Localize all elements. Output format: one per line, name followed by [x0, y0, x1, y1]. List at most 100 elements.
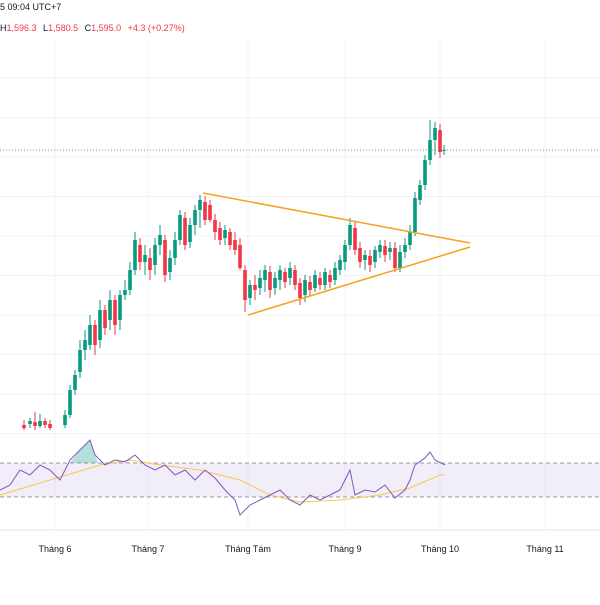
candle-body	[388, 248, 392, 252]
candle-body	[178, 215, 182, 240]
time-label: Tháng 9	[328, 544, 361, 554]
candle-body	[358, 248, 362, 262]
ohlc-key: C	[85, 23, 92, 33]
candle-body	[383, 246, 387, 255]
candle-body	[293, 270, 297, 285]
candle-body	[348, 225, 352, 245]
candle-body	[68, 390, 72, 415]
rsi-overbought-fill	[70, 440, 98, 463]
candle-body	[318, 278, 322, 285]
candle-body	[298, 283, 302, 298]
candle-body	[143, 255, 147, 262]
candle-body	[213, 220, 217, 232]
candle-body	[168, 258, 172, 272]
candle-body	[438, 130, 442, 152]
candle-body	[83, 340, 87, 350]
candle-body	[138, 245, 142, 262]
candle-body	[442, 150, 446, 151]
candle-body	[28, 421, 32, 424]
candle-body	[188, 225, 192, 242]
candle-body	[233, 240, 237, 250]
header-ohlc: H1,596.3 L1,580.5 C1,595.0 +4.3 (+0.27%)	[0, 23, 185, 33]
candle-body	[223, 230, 227, 238]
candle-body	[263, 270, 267, 280]
candle-body	[33, 422, 37, 426]
candle-body	[303, 280, 307, 295]
candle-body	[423, 160, 427, 185]
candle-body	[148, 258, 152, 270]
time-label: Tháng 7	[131, 544, 164, 554]
candle-body	[43, 421, 47, 425]
candle-body	[268, 272, 272, 290]
candle-body	[128, 270, 132, 290]
candle-body	[153, 245, 157, 265]
ohlc-value: 1,595.0	[91, 23, 121, 33]
candle-body	[93, 325, 97, 345]
candle-body	[158, 235, 162, 245]
candle-body	[378, 245, 382, 252]
change: +4.3 (+0.27%)	[128, 23, 185, 33]
candle-body	[183, 218, 187, 245]
time-axis: Tháng 6 Tháng 7 Tháng Tám Tháng 9 Tháng 10 Th…	[38, 544, 563, 554]
candle-body	[63, 415, 67, 425]
candle-body	[173, 240, 177, 258]
candles	[22, 120, 446, 430]
candle-body	[118, 295, 122, 320]
candle-body	[343, 245, 347, 262]
candle-body	[328, 275, 332, 282]
candle-body	[248, 285, 252, 298]
trend-line	[247, 246, 471, 316]
candle-body	[283, 272, 287, 282]
candle-body	[253, 285, 257, 290]
candle-body	[78, 350, 82, 372]
candle-body	[203, 202, 207, 220]
candle-body	[48, 424, 52, 428]
candle-body	[408, 232, 412, 245]
candle-body	[218, 228, 222, 240]
trend-line	[202, 192, 471, 244]
candle-body	[353, 228, 357, 250]
candle-body	[428, 140, 432, 160]
candle-body	[288, 268, 292, 278]
time-label: Tháng 10	[421, 544, 459, 554]
ohlc-value: 1,580.5	[48, 23, 78, 33]
candle-body	[123, 290, 127, 295]
candle-body	[278, 270, 282, 280]
candle-body	[98, 310, 102, 340]
candle-body	[323, 272, 327, 285]
candle-body	[363, 255, 367, 260]
ohlc-key: L	[43, 23, 48, 33]
ohlc-key: H	[0, 23, 7, 33]
candle-body	[73, 375, 77, 390]
candle-body	[398, 252, 402, 268]
candle-body	[113, 300, 117, 325]
candle-body	[228, 232, 232, 245]
candle-body	[258, 278, 262, 288]
candle-body	[198, 200, 202, 210]
header-time: 5 09:04 UTC+7	[0, 2, 61, 12]
candle-body	[108, 300, 112, 320]
candle-body	[413, 198, 417, 232]
grid	[0, 40, 600, 530]
candle-body	[338, 260, 342, 270]
candle-body	[103, 310, 107, 328]
ohlc-value: 1,596.3	[7, 23, 37, 33]
rsi-band	[0, 463, 600, 497]
candle-body	[163, 240, 167, 275]
candle-body	[368, 256, 372, 265]
candle-body	[313, 275, 317, 288]
time-label: Tháng 11	[526, 544, 563, 554]
candle-body	[403, 245, 407, 252]
candle-body	[393, 248, 397, 268]
candle-body	[133, 240, 137, 270]
time-label: Tháng 6	[38, 544, 71, 554]
time-label: Tháng Tám	[225, 544, 271, 554]
candle-body	[243, 270, 247, 300]
rsi-line	[0, 439, 446, 516]
candle-body	[238, 245, 242, 268]
candle-body	[333, 268, 337, 280]
candle-body	[22, 425, 26, 428]
candle-body	[273, 278, 277, 288]
candle-body	[193, 210, 197, 225]
